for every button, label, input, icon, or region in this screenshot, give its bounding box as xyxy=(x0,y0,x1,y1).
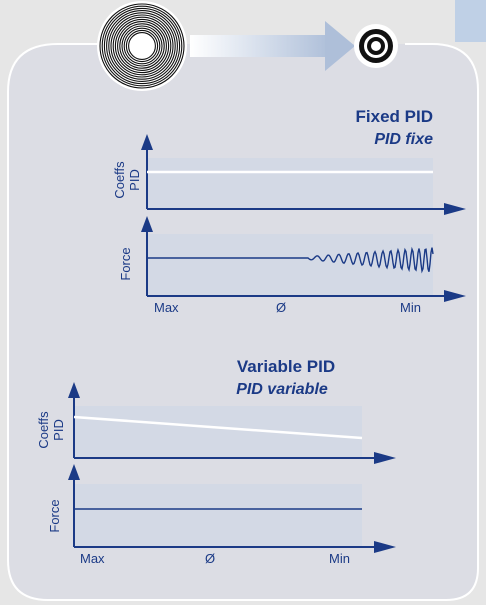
fixed-force-label: Force xyxy=(118,247,133,280)
variable-pid-section: Variable PID PID variable Coeffs PID For… xyxy=(36,357,396,566)
fixed-tick-diameter: Ø xyxy=(276,300,286,315)
variable-force-x-arrow xyxy=(374,541,396,553)
fixed-force-y-arrow xyxy=(141,216,153,232)
fixed-coeffs-x-arrow xyxy=(444,203,466,215)
variable-coeffs-x-arrow xyxy=(374,452,396,464)
variable-coeffs-y-arrow xyxy=(68,382,80,398)
variable-tick-max: Max xyxy=(80,551,105,566)
fixed-force-line xyxy=(147,246,434,274)
variable-force-plot-area xyxy=(74,484,362,547)
fixed-coeffs-label-1: Coeffs xyxy=(112,161,127,199)
variable-title: Variable PID xyxy=(237,357,335,376)
variable-tick-min: Min xyxy=(329,551,350,566)
large-spool-icon xyxy=(97,1,187,91)
variable-coeffs-label-1: Coeffs xyxy=(36,411,51,449)
corner-tab xyxy=(455,0,486,42)
fixed-title: Fixed PID xyxy=(356,107,433,126)
fixed-coeffs-label-2: PID xyxy=(127,169,142,191)
fixed-coeffs-y-arrow xyxy=(141,134,153,150)
fixed-pid-section: Fixed PID PID fixe Coeffs PID Force Max … xyxy=(112,107,466,315)
fixed-subtitle: PID fixe xyxy=(374,131,433,148)
shrink-arrow-icon xyxy=(190,21,355,71)
fixed-tick-max: Max xyxy=(154,300,179,315)
fixed-coeffs-plot-area xyxy=(147,158,433,209)
fixed-tick-min: Min xyxy=(400,300,421,315)
fixed-force-x-arrow xyxy=(444,290,466,302)
variable-subtitle: PID variable xyxy=(236,381,328,398)
variable-coeffs-line xyxy=(73,415,363,440)
variable-tick-diameter: Ø xyxy=(205,551,215,566)
variable-force-label: Force xyxy=(47,499,62,532)
variable-force-y-arrow xyxy=(68,464,80,480)
variable-coeffs-plot-area xyxy=(74,406,362,458)
fixed-force-plot-area xyxy=(147,234,433,296)
small-spool-icon xyxy=(354,24,398,68)
variable-coeffs-label-2: PID xyxy=(51,419,66,441)
